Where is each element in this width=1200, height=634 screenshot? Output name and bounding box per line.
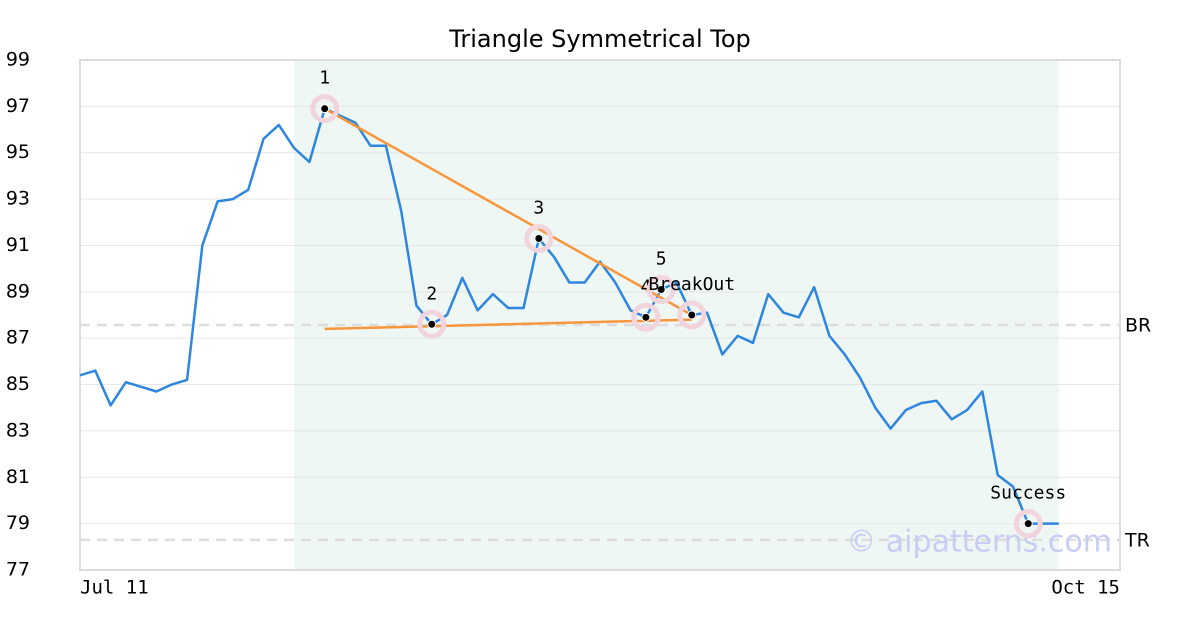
y-tick-label: 81	[6, 466, 30, 488]
y-tick-label: 89	[6, 280, 30, 302]
point-marker	[656, 285, 666, 294]
point-marker	[534, 234, 544, 243]
point-label: 3	[533, 198, 544, 219]
level-label: TR	[1124, 529, 1150, 551]
point-halo	[310, 94, 340, 124]
point-label: BreakOut	[648, 274, 735, 295]
y-tick-label: 97	[6, 95, 30, 117]
highlight-region	[294, 60, 1059, 570]
point-halo	[524, 224, 554, 253]
point-marker	[427, 319, 437, 329]
price-line	[79, 107, 1059, 525]
y-tick-label: 77	[6, 559, 30, 581]
point-label: 4	[640, 276, 651, 297]
point-halo	[417, 309, 447, 339]
point-label: 2	[426, 283, 437, 304]
point-marker	[641, 312, 651, 322]
point-marker	[1023, 519, 1033, 529]
y-tick-label: 79	[6, 512, 30, 534]
watermark: © aipatterns.com	[846, 525, 1112, 560]
chart-title: Triangle Symmetrical Top	[448, 25, 751, 53]
plot-layer: 77 79 81 83 85 87 89 91 93 95 97 99 Jul 11 Oct 15 BR TR…	[6, 49, 1151, 599]
trend-line	[324, 318, 692, 331]
y-tick-label: 85	[6, 373, 30, 395]
x-tick-label: Jul 11	[80, 577, 149, 599]
point-marker	[687, 310, 697, 320]
x-tick-label: Oct 15	[1051, 577, 1120, 599]
point-label: 5	[656, 249, 667, 270]
y-tick-label: 95	[6, 141, 30, 163]
point-halo	[631, 302, 661, 332]
point-marker	[320, 104, 330, 114]
point-halo	[677, 300, 707, 330]
y-tick-label: 93	[6, 188, 30, 210]
point-label: Success	[990, 483, 1066, 504]
point-halo	[646, 275, 676, 304]
point-label: 1	[319, 68, 330, 89]
level-label: BR	[1125, 314, 1151, 336]
y-tick-label: 87	[6, 327, 30, 349]
point-halo	[1013, 509, 1043, 539]
y-tick-label: 83	[6, 419, 30, 441]
y-tick-label: 91	[6, 234, 30, 256]
plot-frame	[79, 59, 1121, 571]
y-tick-label: 99	[6, 49, 30, 71]
trend-line	[324, 107, 693, 317]
